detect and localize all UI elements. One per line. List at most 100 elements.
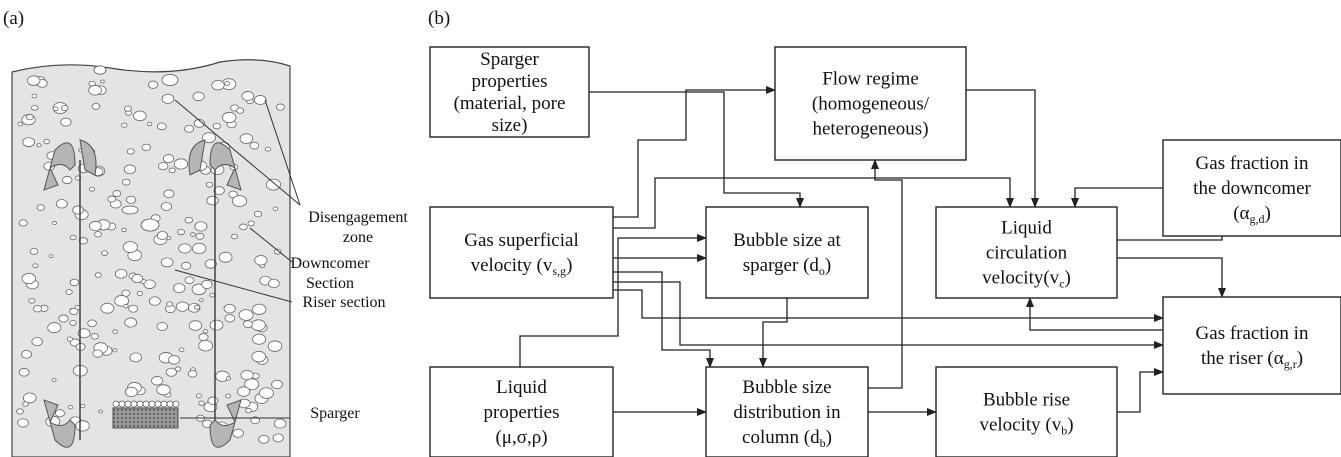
label-text: Bubble size at (733, 230, 841, 251)
bubble (78, 237, 89, 245)
bubble (146, 121, 153, 127)
bubble (265, 178, 281, 191)
bubble (163, 189, 175, 199)
label-text: Gas superficial (464, 230, 578, 251)
label-text: (homogeneous/ (812, 94, 930, 115)
bubble (17, 121, 24, 127)
node-label: Bubble size (742, 377, 831, 398)
node-box (429, 46, 590, 138)
bubble (259, 387, 274, 399)
bubble (193, 304, 201, 310)
bubble (177, 228, 186, 236)
bubble (161, 93, 175, 104)
subscript: o (819, 264, 825, 278)
sparger (112, 407, 179, 429)
bubble (184, 124, 194, 133)
bubble (32, 263, 39, 269)
bubble (114, 268, 128, 279)
bubble (148, 296, 161, 306)
bubble (156, 321, 168, 331)
bubble (253, 210, 263, 218)
bubble (32, 305, 43, 313)
node-label: Bubble rise (983, 390, 1070, 411)
subscript: c (1059, 277, 1064, 291)
bubble (193, 119, 205, 128)
label-text: distribution in (733, 402, 841, 423)
bubble (160, 202, 172, 211)
bubble (94, 272, 102, 278)
label-text: the downcomer (1193, 178, 1311, 199)
bubble (125, 195, 137, 204)
bubble (224, 81, 231, 86)
bubble (174, 366, 182, 372)
connector-arrow (589, 91, 804, 208)
label-text: ) (1297, 348, 1303, 369)
bubble (249, 141, 260, 150)
bubble (112, 400, 120, 408)
node-box (774, 46, 967, 161)
label-text: Bubble rise (983, 390, 1070, 411)
bubble (98, 409, 103, 414)
circulation-arrow (209, 399, 242, 448)
label-text: ) (825, 255, 831, 276)
bubble (231, 233, 238, 240)
bubble (156, 231, 169, 240)
label-text: velocity (v (979, 415, 1061, 436)
circulation-arrow (188, 139, 242, 191)
annotation: Sparger (310, 405, 360, 422)
bubble (91, 102, 101, 110)
bubble (69, 234, 77, 241)
bubble (207, 396, 219, 405)
bubble (252, 303, 267, 315)
node-box (1162, 296, 1341, 395)
bubble (92, 349, 103, 358)
bubble (173, 158, 188, 170)
label-text: Liquid (496, 377, 547, 398)
bubble (228, 190, 238, 199)
bubble (90, 333, 99, 340)
bubble (215, 370, 230, 382)
bubble (218, 251, 233, 263)
bubble (52, 106, 59, 112)
node-label: the downcomer (1193, 178, 1311, 199)
bubble (237, 386, 251, 397)
node-box (935, 206, 1118, 299)
bubble (239, 223, 248, 231)
connector-arrow (613, 177, 1014, 229)
connector-arrow (519, 234, 707, 367)
bubble (16, 408, 24, 415)
bubble (126, 148, 135, 155)
node-label: Sparger (480, 49, 539, 70)
node-box (429, 366, 614, 457)
leader-line (174, 269, 293, 303)
bubble (198, 339, 213, 352)
bubble (142, 400, 150, 408)
bubble (48, 254, 54, 259)
node-label: the riser (αg,r) (1201, 348, 1303, 371)
bubble (184, 216, 193, 224)
bubble (239, 133, 254, 144)
bubble (128, 304, 139, 313)
connector-arrow (1117, 257, 1226, 298)
bubble (77, 328, 91, 339)
bubble (244, 378, 260, 391)
bubble (241, 91, 255, 101)
bubble (75, 342, 86, 351)
bubble (121, 289, 131, 297)
bubble (133, 110, 147, 122)
bubble (148, 400, 156, 408)
panel-label: (b) (428, 8, 450, 29)
node-box (1162, 139, 1341, 237)
bubble (80, 403, 86, 409)
label-text: heterogeneous) (812, 119, 928, 140)
node-label: Gas fraction in (1196, 153, 1309, 174)
label-text: sparger (d (743, 255, 820, 276)
node-box (429, 206, 614, 299)
label-text: properties (472, 71, 548, 92)
bubble (22, 137, 35, 148)
bubble (160, 257, 174, 268)
bubble (17, 418, 29, 428)
bubble (178, 243, 192, 254)
node-label: (αg,d) (1233, 203, 1271, 226)
column (11, 59, 291, 457)
